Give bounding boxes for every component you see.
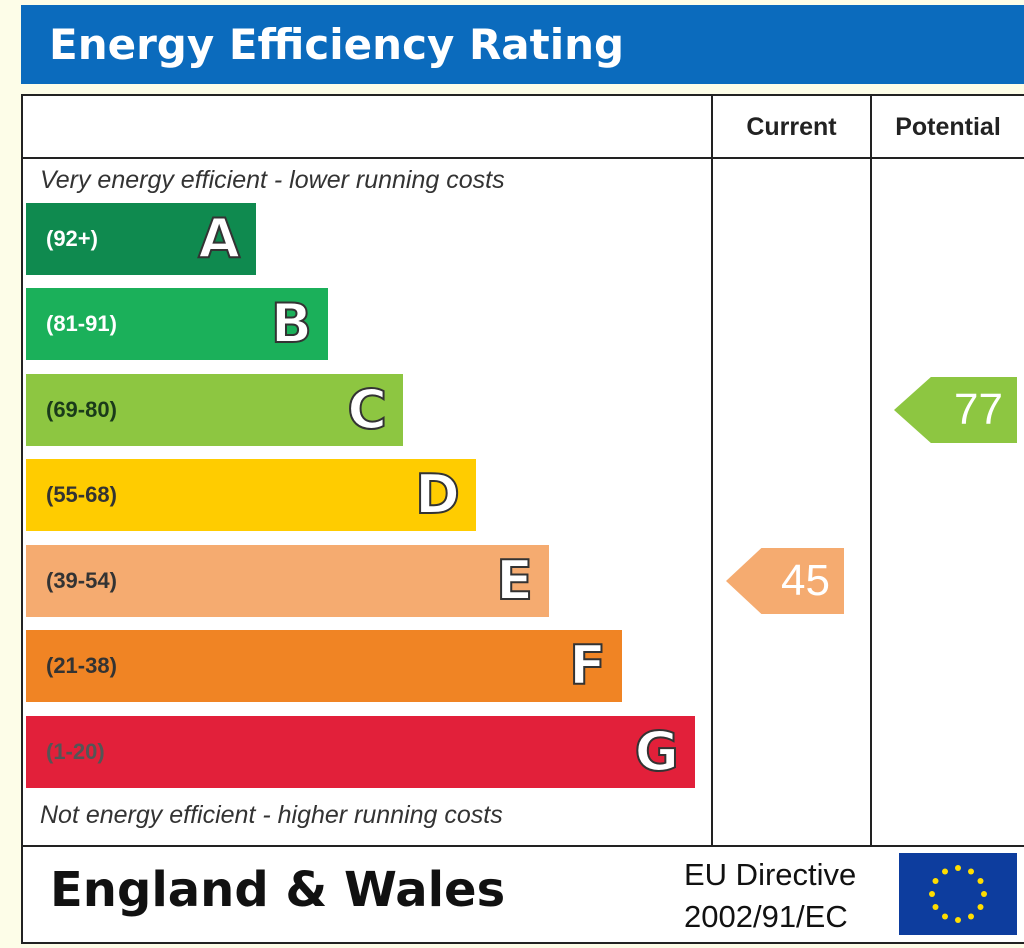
header-divider xyxy=(21,157,1024,159)
potential-column-divider xyxy=(870,96,872,846)
chart-title: Energy Efficiency Rating xyxy=(21,5,1024,84)
eu-star xyxy=(932,904,939,910)
eu-star xyxy=(977,904,984,910)
band-range-label: (55-68) xyxy=(46,482,117,507)
band-letter: E xyxy=(495,548,534,613)
eu-flag-icon xyxy=(899,853,1017,935)
efficient-note: Very energy efficient - lower running co… xyxy=(40,166,505,194)
eu-star xyxy=(968,868,974,875)
eu-star xyxy=(955,917,961,923)
eu-star xyxy=(968,913,974,920)
band-f: (21-38) F xyxy=(26,630,622,702)
potential-column-header: Potential xyxy=(895,113,1001,141)
eu-star xyxy=(977,878,984,884)
band-letter: C xyxy=(346,377,388,442)
potential-rating-arrow: 77 xyxy=(894,377,1017,443)
region-label: England & Wales xyxy=(50,862,506,918)
band-letter: D xyxy=(414,462,461,527)
band-a: (92+) A xyxy=(26,203,256,275)
eu-directive: EU Directive 2002/91/EC xyxy=(684,854,894,938)
band-range-label: (21-38) xyxy=(46,653,117,678)
footer-divider xyxy=(21,845,1024,847)
band-range-label: (39-54) xyxy=(46,568,117,593)
band-range-label: (1-20) xyxy=(46,739,105,764)
eu-star xyxy=(929,891,935,897)
band-letter: G xyxy=(634,719,680,784)
band-d: (55-68) D xyxy=(26,459,476,531)
band-e: (39-54) E xyxy=(26,545,549,617)
band-range-label: (81-91) xyxy=(46,311,117,336)
band-letter: B xyxy=(270,291,313,356)
band-range-label: (92+) xyxy=(46,226,98,251)
band-letter: F xyxy=(568,633,607,698)
directive-line-1: EU Directive xyxy=(684,857,857,892)
eu-star xyxy=(932,878,939,884)
current-column-divider xyxy=(711,96,713,846)
directive-line-2: 2002/91/EC xyxy=(684,899,848,934)
band-c: (69-80) C xyxy=(26,374,403,446)
band-b: (81-91) B xyxy=(26,288,328,360)
eu-star xyxy=(955,865,961,871)
current-column-header: Current xyxy=(746,113,837,141)
eu-star xyxy=(942,913,948,920)
eu-star xyxy=(942,868,948,875)
inefficient-note: Not energy efficient - higher running co… xyxy=(40,801,503,829)
eu-star xyxy=(981,891,987,897)
band-g: (1-20) G xyxy=(26,716,695,788)
band-range-label: (69-80) xyxy=(46,397,117,422)
band-letter: A xyxy=(197,206,241,271)
